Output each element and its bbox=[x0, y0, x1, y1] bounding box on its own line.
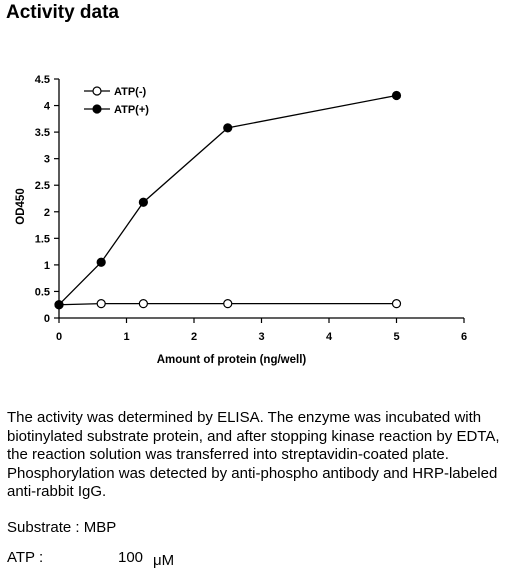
y-axis-label: OD450 bbox=[15, 188, 27, 224]
substrate-label: Substrate : MBP bbox=[7, 519, 117, 536]
data-point bbox=[138, 299, 148, 309]
data-point bbox=[96, 299, 106, 309]
x-tick-label: 5 bbox=[393, 331, 399, 343]
description-text: The activity was determined by ELISA. Th… bbox=[7, 409, 500, 500]
y-tick-label: 3 bbox=[44, 154, 50, 166]
y-tick-label: 3.5 bbox=[35, 127, 50, 139]
legend-label: ATP(+) bbox=[114, 104, 149, 116]
x-tick-label: 4 bbox=[326, 331, 333, 343]
atp-line: ATP : 100 μM bbox=[7, 549, 174, 569]
atp-label: ATP : bbox=[7, 549, 44, 566]
x-tick-label: 3 bbox=[258, 331, 264, 343]
data-point bbox=[223, 123, 233, 133]
atp-value: 100 bbox=[118, 549, 144, 566]
data-point bbox=[223, 299, 233, 309]
y-tick-label: 1 bbox=[44, 260, 50, 272]
y-tick-label: 0 bbox=[44, 313, 50, 325]
substrate-line: Substrate : MBP bbox=[7, 519, 116, 536]
y-tick-label: 4 bbox=[44, 101, 51, 113]
x-tick-label: 1 bbox=[123, 331, 129, 343]
x-tick-label: 2 bbox=[191, 331, 197, 343]
legend-marker bbox=[92, 86, 102, 96]
data-point bbox=[138, 197, 148, 207]
data-point bbox=[391, 90, 402, 101]
y-tick-label: 1.5 bbox=[35, 233, 50, 245]
data-point bbox=[54, 300, 64, 310]
page-title: Activity data bbox=[6, 2, 119, 23]
y-tick-label: 2 bbox=[44, 207, 50, 219]
atp-concentration: 100 μM bbox=[118, 549, 175, 569]
x-tick-label: 0 bbox=[56, 331, 62, 343]
activity-chart: 0 0.5 1 1.5 2 2.5 3 3.5 4 4.5 0 1 2 3 4 5 6 Amount of pro… bbox=[15, 74, 467, 366]
y-tick-label: 2.5 bbox=[35, 180, 50, 192]
data-point bbox=[96, 257, 106, 267]
x-tick-label: 6 bbox=[461, 331, 467, 343]
y-tick-label: 0.5 bbox=[35, 286, 50, 298]
data-point bbox=[391, 299, 402, 309]
legend-label: ATP(-) bbox=[114, 86, 147, 98]
legend-marker bbox=[92, 104, 102, 114]
y-tick-label: 4.5 bbox=[35, 74, 50, 86]
x-axis-label: Amount of protein (ng/well) bbox=[157, 354, 307, 366]
atp-unit: μM bbox=[153, 552, 175, 569]
